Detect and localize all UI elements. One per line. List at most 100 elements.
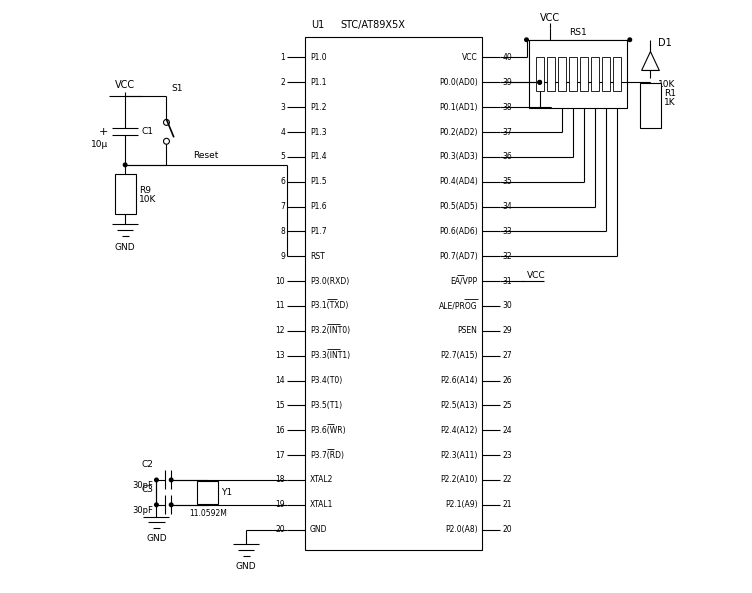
Text: 40: 40: [502, 53, 512, 62]
Text: 20: 20: [275, 525, 285, 534]
Text: 24: 24: [502, 426, 512, 435]
Text: P3.6(WR): P3.6(WR): [310, 426, 345, 435]
Text: 32: 32: [502, 252, 512, 261]
Text: P0.1(AD1): P0.1(AD1): [439, 103, 478, 111]
Text: 8: 8: [280, 227, 285, 236]
Text: 17: 17: [275, 451, 285, 460]
Text: RS1: RS1: [569, 28, 587, 37]
Text: 1K: 1K: [664, 98, 675, 107]
Text: 13: 13: [275, 351, 285, 360]
Text: 2: 2: [280, 78, 285, 87]
Text: P2.5(A13): P2.5(A13): [440, 401, 478, 410]
Text: 12: 12: [275, 326, 285, 335]
Text: Y1: Y1: [221, 488, 232, 497]
Text: 14: 14: [275, 376, 285, 385]
Text: P0.5(AD5): P0.5(AD5): [438, 202, 478, 211]
Bar: [602, 56, 610, 91]
Text: 30: 30: [502, 301, 512, 311]
Text: 11.0592M: 11.0592M: [189, 509, 226, 518]
Text: P1.0: P1.0: [310, 53, 326, 62]
Text: 39: 39: [502, 78, 512, 87]
Circle shape: [525, 38, 528, 42]
Bar: [558, 56, 566, 91]
Text: P0.7(AD7): P0.7(AD7): [438, 252, 478, 261]
Text: P2.4(A12): P2.4(A12): [440, 426, 478, 435]
Text: 10K: 10K: [138, 195, 156, 204]
Text: RST: RST: [310, 252, 325, 261]
Text: 5: 5: [280, 152, 285, 161]
Text: GND: GND: [310, 525, 327, 534]
Text: P3.2(INT0): P3.2(INT0): [310, 326, 350, 335]
Text: 38: 38: [502, 103, 512, 111]
Text: 10μ: 10μ: [92, 140, 108, 149]
Text: P1.7: P1.7: [310, 227, 326, 236]
Circle shape: [169, 503, 173, 506]
Text: P2.0(A8): P2.0(A8): [445, 525, 478, 534]
Text: EA/VPP: EA/VPP: [450, 276, 478, 286]
Text: 20: 20: [502, 525, 512, 534]
Text: 34: 34: [502, 202, 512, 211]
Text: P2.1(A9): P2.1(A9): [445, 500, 478, 509]
Bar: [569, 56, 577, 91]
Circle shape: [538, 81, 541, 84]
Text: VCC: VCC: [115, 80, 135, 90]
Text: 31: 31: [502, 276, 512, 286]
Text: XTAL1: XTAL1: [310, 500, 333, 509]
Text: P3.5(T1): P3.5(T1): [310, 401, 342, 410]
Circle shape: [163, 119, 169, 125]
Circle shape: [155, 503, 158, 506]
Text: 18: 18: [275, 476, 285, 484]
Text: S1: S1: [171, 84, 183, 93]
Circle shape: [169, 478, 173, 482]
Bar: [305, 37, 482, 550]
Text: P2.2(A10): P2.2(A10): [440, 476, 478, 484]
Bar: [590, 56, 599, 91]
Bar: [529, 40, 627, 107]
Text: PSEN: PSEN: [458, 326, 478, 335]
Polygon shape: [641, 52, 660, 71]
Text: ALE/PROG: ALE/PROG: [439, 301, 478, 311]
Bar: [580, 56, 587, 91]
Text: P2.6(A14): P2.6(A14): [440, 376, 478, 385]
Text: P3.7(RD): P3.7(RD): [310, 451, 344, 460]
Bar: [640, 84, 661, 127]
Bar: [613, 56, 620, 91]
Text: P0.4(AD4): P0.4(AD4): [438, 177, 478, 186]
Text: 4: 4: [280, 127, 285, 136]
Text: P0.2(AD2): P0.2(AD2): [439, 127, 478, 136]
Text: 1: 1: [280, 53, 285, 62]
Text: XTAL2: XTAL2: [310, 476, 333, 484]
Text: 9: 9: [280, 252, 285, 261]
Text: 25: 25: [502, 401, 512, 410]
Text: VCC: VCC: [526, 271, 545, 280]
Text: C1: C1: [141, 127, 153, 136]
Text: 10K: 10K: [657, 81, 675, 90]
Text: 35: 35: [502, 177, 512, 186]
Text: P1.4: P1.4: [310, 152, 326, 161]
Text: +: +: [99, 127, 108, 137]
Text: 6: 6: [280, 177, 285, 186]
Circle shape: [163, 138, 169, 144]
Text: U1: U1: [311, 20, 324, 30]
Text: 26: 26: [502, 376, 512, 385]
Text: 10: 10: [275, 276, 285, 286]
Text: P2.7(A15): P2.7(A15): [440, 351, 478, 360]
Text: R1: R1: [664, 90, 676, 98]
Text: P1.3: P1.3: [310, 127, 326, 136]
Circle shape: [628, 38, 632, 42]
Text: VCC: VCC: [462, 53, 478, 62]
Text: P3.1(TXD): P3.1(TXD): [310, 301, 348, 311]
Circle shape: [538, 81, 541, 84]
Text: P0.0(AD0): P0.0(AD0): [438, 78, 478, 87]
Text: C3: C3: [141, 485, 153, 494]
Text: GND: GND: [146, 534, 167, 543]
Text: 29: 29: [502, 326, 512, 335]
Bar: [197, 480, 218, 504]
Text: C2: C2: [141, 460, 153, 469]
Circle shape: [123, 163, 127, 167]
Text: 27: 27: [502, 351, 512, 360]
Text: 23: 23: [502, 451, 512, 460]
Bar: [535, 56, 544, 91]
Text: VCC: VCC: [540, 13, 560, 23]
Text: 16: 16: [275, 426, 285, 435]
